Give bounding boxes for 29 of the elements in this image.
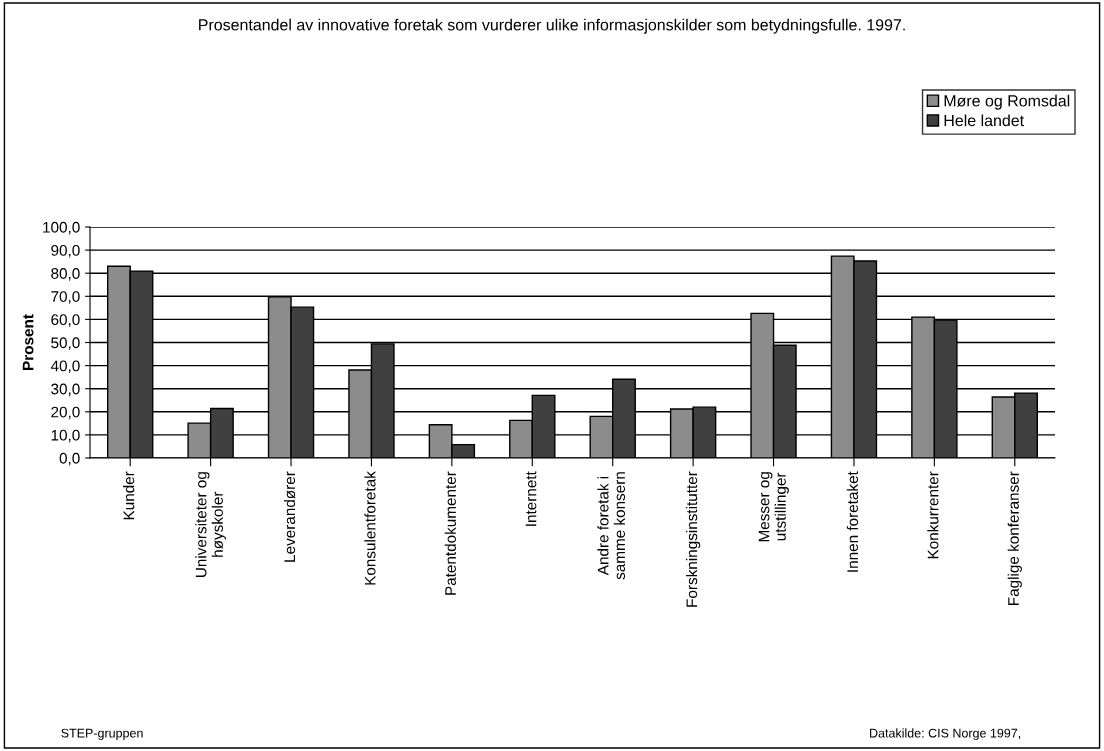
y-tick-label: 50,0 <box>51 337 80 350</box>
x-tick-label: Patentdokumenter <box>444 471 456 595</box>
y-tick-label: 20,0 <box>51 406 80 420</box>
x-tick-label: Innen foretaket <box>846 471 859 572</box>
y-tick-label: 80,0 <box>51 268 80 281</box>
y-axis-title: Prosent <box>22 314 34 370</box>
y-tick-label: 10,0 <box>51 429 80 443</box>
y-tick-label: 40,0 <box>50 360 80 374</box>
x-tick-label: Internett <box>525 471 537 526</box>
x-tick-label: Universiteter og høyskoler <box>195 472 226 577</box>
y-tick-label: 90,0 <box>51 244 80 258</box>
legend-label: Møre og Romsdal <box>944 94 1070 110</box>
legend-label: Hele landet <box>944 114 1024 127</box>
x-tick-label: Messer og utstillinger <box>758 472 789 542</box>
y-tick-label: 60,0 <box>51 314 80 327</box>
x-tick-label: Kunder <box>123 471 135 520</box>
x-tick-label: Konsulentforetak <box>364 471 376 585</box>
y-tick-label: 0,0 <box>59 452 80 466</box>
y-tick-label: 70,0 <box>51 291 80 304</box>
x-tick-label: Konkurrenter <box>927 471 939 559</box>
x-tick-label: Faglige konferanser <box>1007 471 1022 605</box>
y-tick-label: 100,0 <box>43 221 80 235</box>
y-tick-label: 30,0 <box>51 383 80 397</box>
text: STEP-gruppen <box>61 728 143 740</box>
x-tick-label: Leverandører <box>283 471 296 562</box>
x-tick-label: Andre foretak i samme konsern <box>597 472 626 580</box>
x-tick-label: Forskningsinstitutter <box>686 471 701 607</box>
text: Datakilde: CIS Norge 1997, <box>870 728 1021 740</box>
chart-title: Prosentandel av innovative foretak som vurderer ulike informasjonskilder som betydningsfulle. 1997. <box>199 18 905 34</box>
